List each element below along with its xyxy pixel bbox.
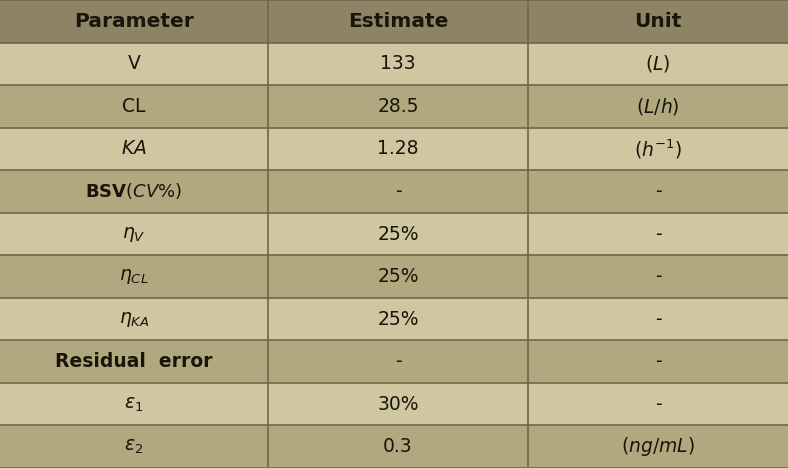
Bar — [528, 255, 788, 298]
Text: 28.5: 28.5 — [377, 97, 418, 116]
Bar — [268, 425, 528, 468]
Text: $\eta_V$: $\eta_V$ — [122, 225, 146, 243]
Text: $KA$: $KA$ — [121, 139, 147, 158]
Text: CL: CL — [122, 97, 146, 116]
Bar — [0, 255, 268, 298]
Bar — [0, 85, 268, 128]
Text: $\bf{BSV}$($CV$%): $\bf{BSV}$($CV$%) — [85, 182, 183, 201]
Bar — [0, 425, 268, 468]
Bar — [0, 170, 268, 213]
Text: $\varepsilon_1$: $\varepsilon_1$ — [125, 395, 143, 414]
Bar — [268, 383, 528, 425]
Bar — [268, 298, 528, 340]
Text: -: - — [655, 225, 661, 243]
Text: 133: 133 — [380, 54, 416, 73]
Bar — [268, 0, 528, 43]
Bar — [528, 170, 788, 213]
Text: ($L$): ($L$) — [645, 53, 671, 74]
Text: 25%: 25% — [377, 310, 418, 329]
Bar — [268, 128, 528, 170]
Bar — [0, 340, 268, 383]
Text: -: - — [655, 182, 661, 201]
Text: Estimate: Estimate — [348, 12, 448, 31]
Bar — [0, 43, 268, 85]
Bar — [268, 43, 528, 85]
Bar — [268, 213, 528, 255]
Text: -: - — [655, 395, 661, 414]
Bar — [528, 213, 788, 255]
Bar — [268, 85, 528, 128]
Bar — [528, 128, 788, 170]
Bar — [0, 128, 268, 170]
Text: ($L/h$): ($L/h$) — [636, 96, 680, 117]
Text: -: - — [655, 310, 661, 329]
Text: Unit: Unit — [634, 12, 682, 31]
Text: $\varepsilon_2$: $\varepsilon_2$ — [125, 437, 143, 456]
Bar — [0, 383, 268, 425]
Bar — [268, 340, 528, 383]
Bar — [0, 213, 268, 255]
Bar — [0, 298, 268, 340]
Bar — [528, 298, 788, 340]
Bar — [268, 170, 528, 213]
Text: ($ng/mL$): ($ng/mL$) — [621, 435, 695, 458]
Text: 1.28: 1.28 — [377, 139, 418, 158]
Text: -: - — [655, 267, 661, 286]
Text: -: - — [655, 352, 661, 371]
Text: 30%: 30% — [377, 395, 418, 414]
Text: Parameter: Parameter — [74, 12, 194, 31]
Bar — [528, 383, 788, 425]
Text: $\eta_{KA}$: $\eta_{KA}$ — [119, 310, 149, 329]
Text: 0.3: 0.3 — [383, 437, 413, 456]
Text: 25%: 25% — [377, 267, 418, 286]
Bar — [528, 43, 788, 85]
Text: Residual  error: Residual error — [55, 352, 213, 371]
Bar — [0, 0, 268, 43]
Bar — [528, 425, 788, 468]
Text: -: - — [395, 352, 401, 371]
Text: -: - — [395, 182, 401, 201]
Text: $\eta_{CL}$: $\eta_{CL}$ — [119, 267, 149, 286]
Bar — [528, 340, 788, 383]
Bar — [528, 0, 788, 43]
Text: V: V — [128, 54, 140, 73]
Text: ($h^{-1}$): ($h^{-1}$) — [634, 137, 682, 161]
Text: 25%: 25% — [377, 225, 418, 243]
Bar — [528, 85, 788, 128]
Bar — [268, 255, 528, 298]
